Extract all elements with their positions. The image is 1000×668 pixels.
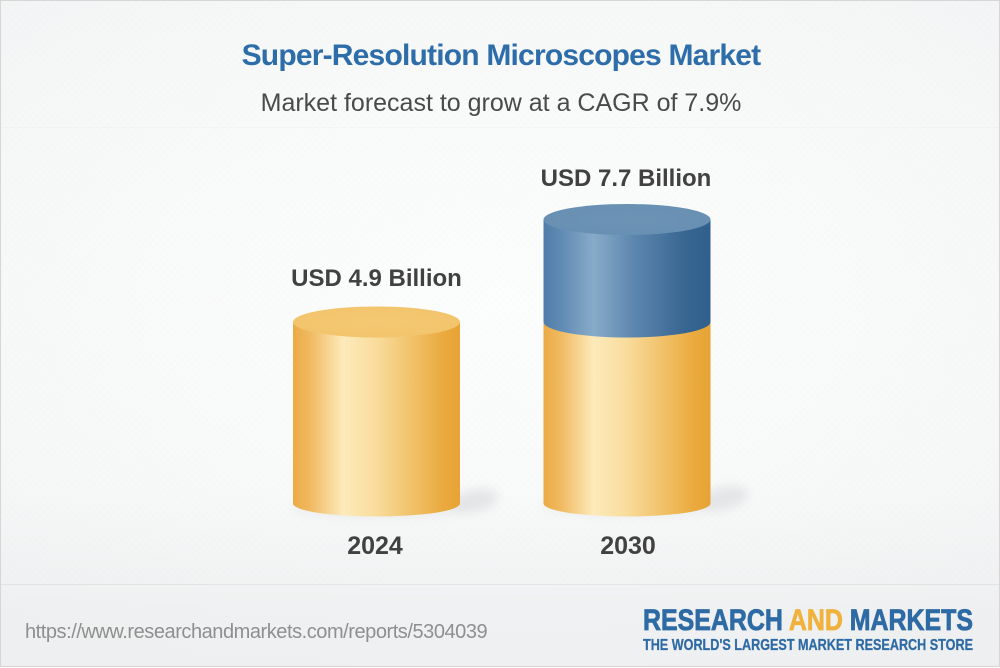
- svg-text:RESEARCH AND MARKETS: RESEARCH AND MARKETS: [643, 604, 973, 637]
- svg-text:THE WORLD'S LARGEST MARKET RES: THE WORLD'S LARGEST MARKET RESEARCH STOR…: [643, 637, 973, 654]
